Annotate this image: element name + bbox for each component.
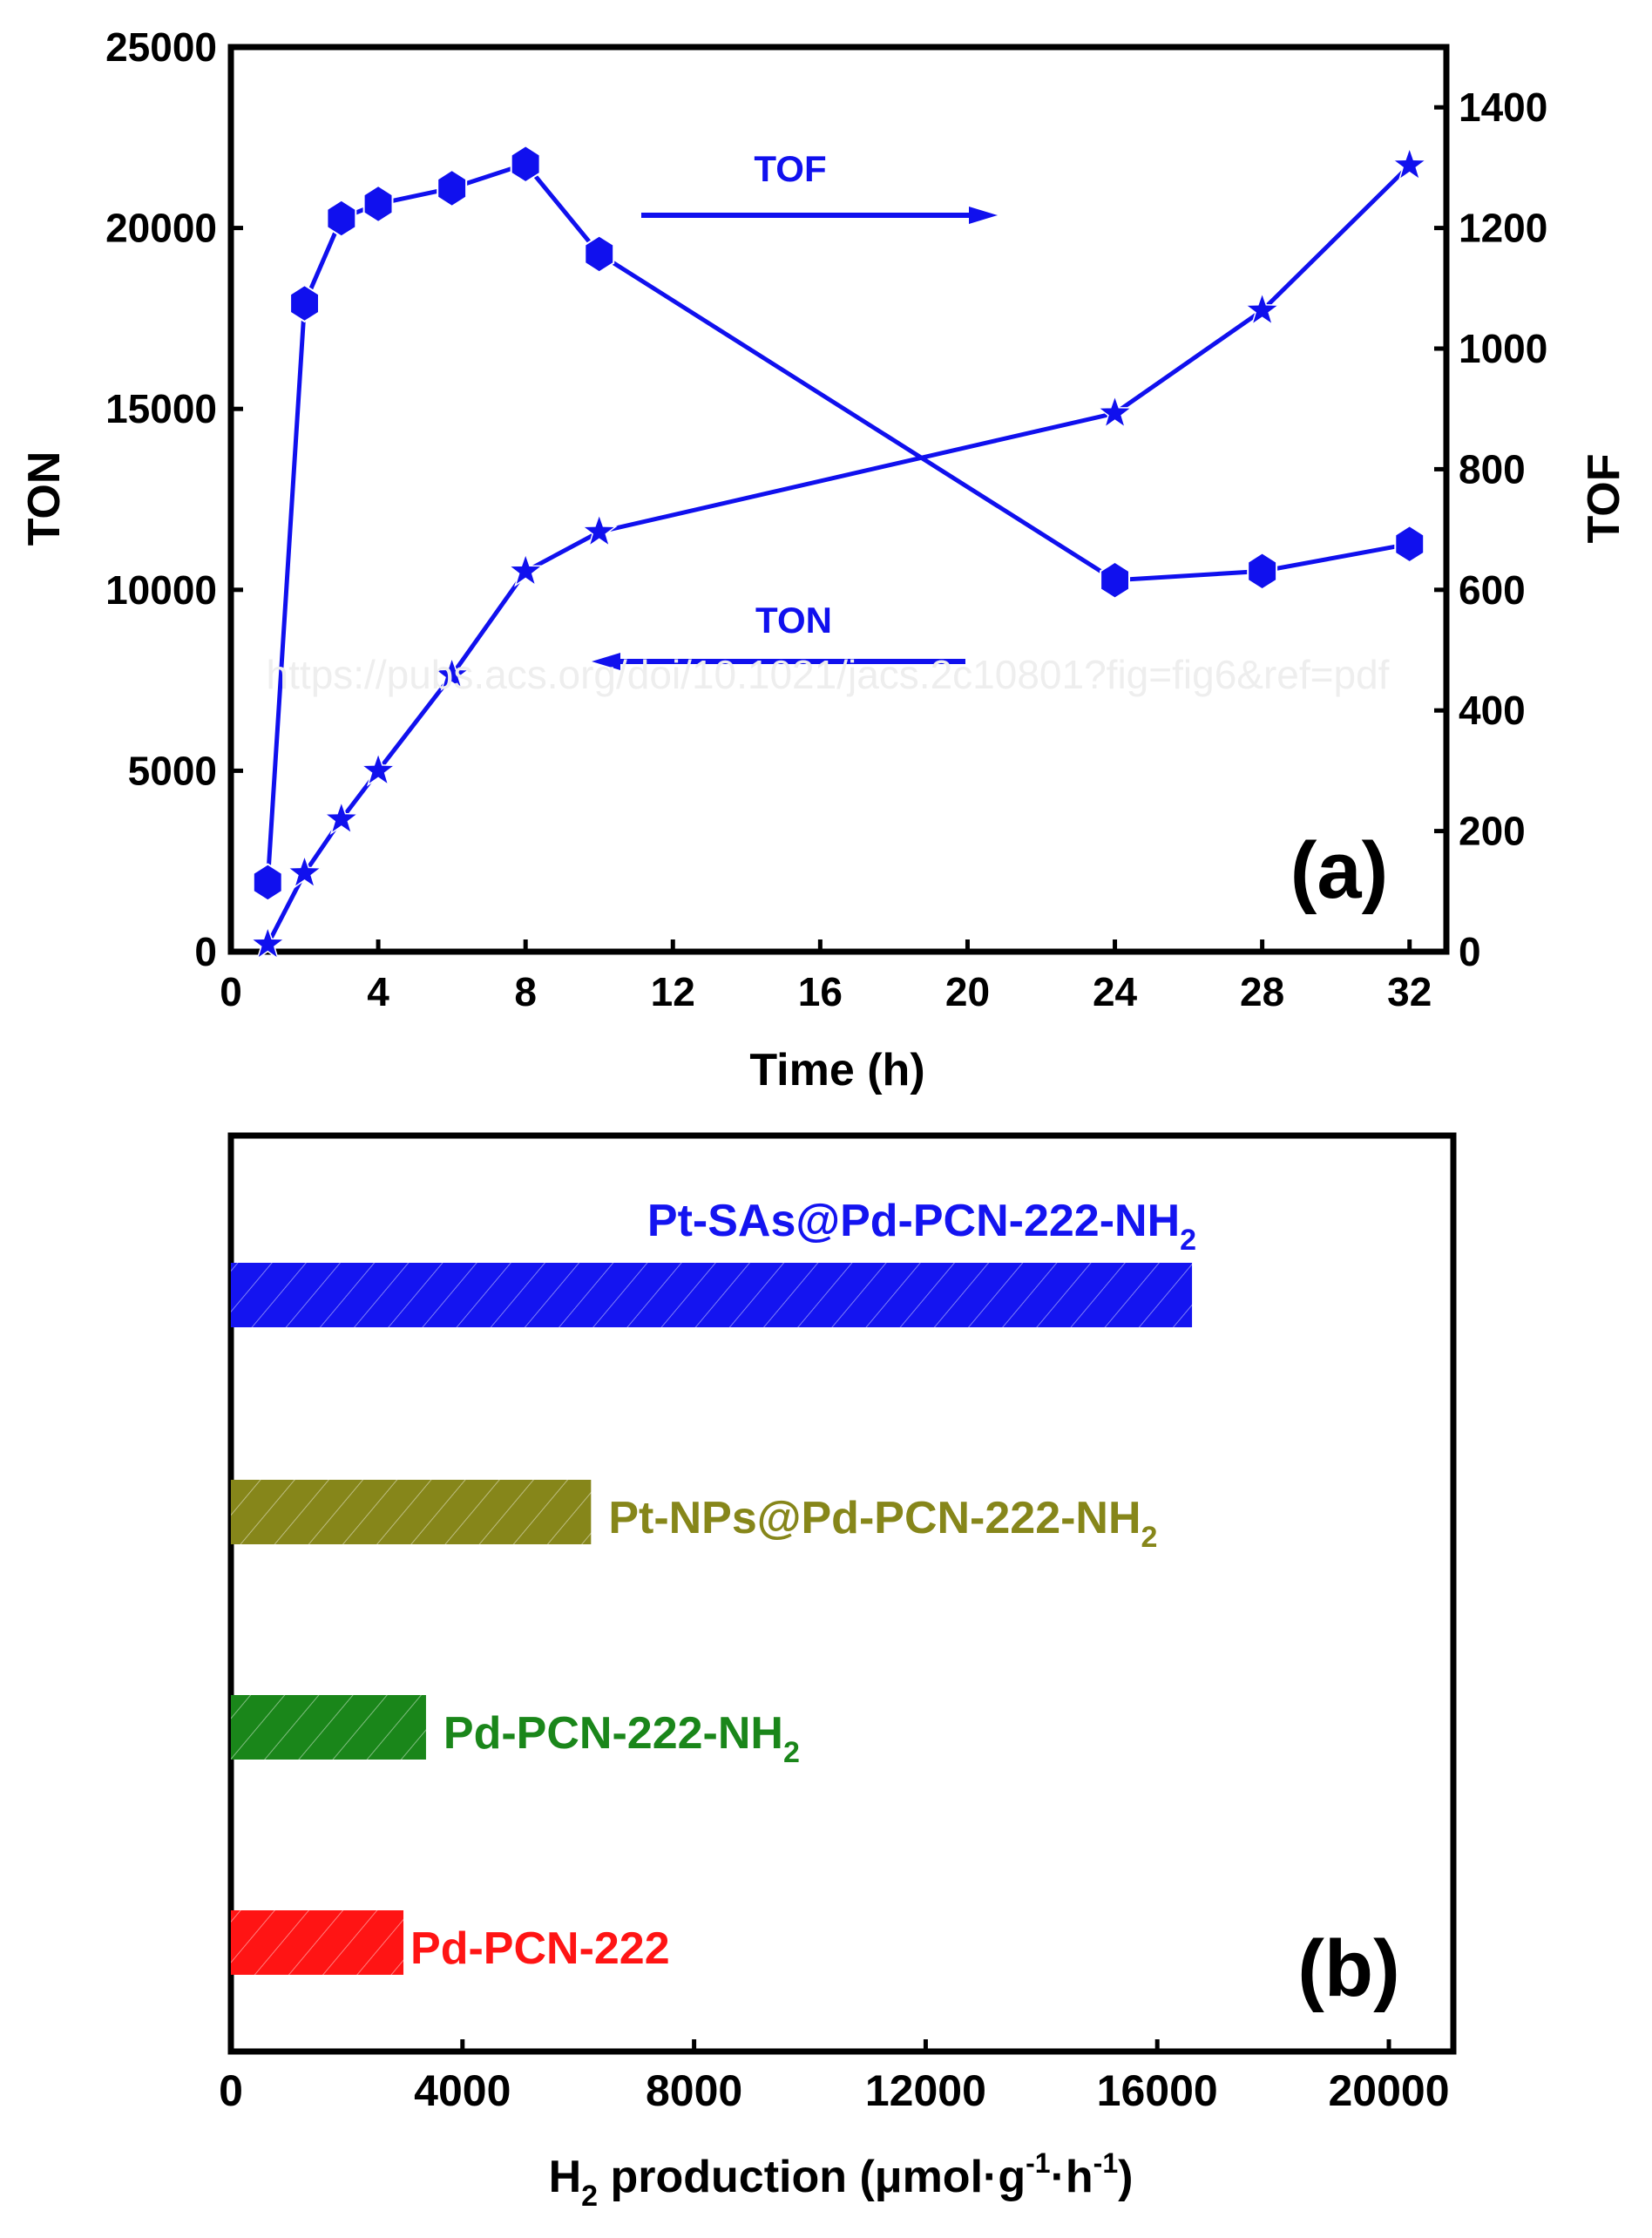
x-tick-label: 12	[651, 969, 695, 1014]
x-tick-label: 32	[1387, 969, 1432, 1014]
y-right-tick-label: 800	[1459, 446, 1526, 492]
x-axis-title-part: production (μmol·g	[598, 2152, 1026, 2202]
hexagon-marker	[362, 184, 394, 223]
x-tick-label: 20	[945, 969, 990, 1014]
y-left-axis-title: TON	[19, 451, 70, 546]
star-marker	[580, 512, 618, 548]
y-right-tick-label: 1200	[1459, 206, 1547, 251]
plot-frame	[227, 1132, 1457, 2055]
star-marker	[507, 552, 545, 587]
bar-1	[231, 1263, 1193, 1327]
x-axis-title-part: )	[1118, 2152, 1133, 2202]
star-marker	[249, 925, 287, 960]
hexagon-marker	[1100, 560, 1130, 600]
x-tick-label: 8000	[646, 2066, 742, 2115]
y-right-tick-label: 200	[1459, 809, 1526, 854]
y-right-axis-title: TOF	[1579, 453, 1629, 543]
bar-label-subscript: 2	[1180, 1224, 1196, 1257]
x-tick-label: 0	[220, 969, 242, 1014]
arrow-right-icon	[969, 207, 998, 224]
y-left-tick-label: 25000	[105, 24, 217, 70]
hexagon-marker	[510, 145, 541, 184]
bar-label-subscript: 2	[1141, 1521, 1158, 1554]
x-tick-label: 4000	[414, 2066, 511, 2115]
y-left-tick-label: 5000	[128, 748, 217, 793]
hexagon-marker	[584, 234, 615, 274]
x-axis-title: Time (h)	[749, 1045, 924, 1095]
bar-label-subscript: 2	[783, 1736, 800, 1769]
star-marker	[322, 799, 360, 836]
x-tick-label: 20000	[1328, 2066, 1449, 2115]
y-left-tick-label: 0	[194, 929, 217, 974]
hexagon-marker	[1247, 552, 1278, 591]
arrow-left-icon	[592, 653, 620, 670]
bar-label-3: Pd-PCN-222-NH2	[443, 1708, 800, 1769]
panel-a-ton-tof-chart: 0 4 8 12 16 20 24 28 320500010000150002000025000…	[19, 24, 1629, 1095]
series-line-ton	[266, 163, 1412, 946]
panel-label: (a)	[1290, 826, 1388, 915]
x-tick-label: 8	[514, 969, 537, 1014]
bar-label-2: Pt-NPs@Pd-PCN-222-NH2	[608, 1493, 1157, 1554]
y-right-tick-label: 0	[1459, 929, 1481, 974]
panel-b-h2-production-chart: 0 4000 8000 12000 16000 20000 Pt-SAs@Pd-PCN-22…	[219, 1132, 1457, 2213]
hexagon-marker	[289, 284, 320, 323]
y-right-tick-label: 600	[1459, 567, 1526, 613]
x-tick-label: 12000	[865, 2066, 986, 2115]
y-right-tick-label: 1000	[1459, 326, 1547, 371]
bar-label-text: Pd-PCN-222	[410, 1923, 670, 1974]
star-marker	[359, 751, 397, 787]
tof-annotation-label: TOF	[754, 148, 826, 189]
y-right-tick-label: 400	[1459, 688, 1526, 733]
panel-label: (b)	[1297, 1924, 1399, 2013]
hexagon-marker	[1394, 525, 1425, 564]
y-left-tick-label: 20000	[105, 206, 217, 251]
hexagon-marker	[252, 863, 283, 902]
bar-3	[231, 1695, 426, 1760]
x-axis-title-part: H	[549, 2152, 582, 2202]
bar-label-text: Pt-NPs@Pd-PCN-222-NH	[608, 1493, 1141, 1543]
x-axis-title-part: ·h	[1051, 2152, 1093, 2202]
y-left-tick-label: 15000	[105, 386, 217, 431]
bar-2	[231, 1480, 592, 1544]
x-tick-label: 24	[1093, 969, 1138, 1014]
star-marker	[433, 655, 471, 691]
star-marker	[1391, 146, 1428, 181]
x-axis-title-superscript: -1	[1026, 2147, 1050, 2179]
series-line-tof	[265, 161, 1411, 883]
x-tick-label: 28	[1240, 969, 1284, 1014]
watermark: https://pubs.acs.org/doi/10.1021/jacs.2c…	[267, 652, 1390, 697]
bar-label-1: Pt-SAs@Pd-PCN-222-NH2	[647, 1196, 1196, 1257]
bar-label-text: Pt-SAs@Pd-PCN-222-NH	[647, 1196, 1180, 1246]
plot-frame	[227, 44, 1450, 955]
bar-label-4: Pd-PCN-222	[410, 1923, 670, 1974]
hexagon-marker	[326, 199, 357, 238]
star-marker	[1096, 393, 1134, 430]
x-tick-label: 16	[798, 969, 843, 1014]
y-left-tick-label: 10000	[105, 567, 217, 613]
x-tick-label: 0	[219, 2066, 243, 2115]
x-tick-label: 16000	[1097, 2066, 1218, 2115]
x-axis-title-superscript: -1	[1093, 2147, 1118, 2179]
star-marker	[286, 853, 323, 889]
x-tick-label: 4	[367, 969, 389, 1014]
x-axis-title-subscript: 2	[581, 2180, 598, 2213]
hexagon-marker	[437, 168, 468, 207]
bar-label-text: Pd-PCN-222-NH	[443, 1708, 783, 1759]
x-axis-title: H2 production (μmol·g-1·h-1)	[549, 2147, 1134, 2213]
y-right-tick-label: 1400	[1459, 85, 1547, 130]
bar-4	[231, 1910, 404, 1975]
star-marker	[1243, 291, 1281, 327]
ton-annotation-label: TON	[755, 600, 832, 641]
